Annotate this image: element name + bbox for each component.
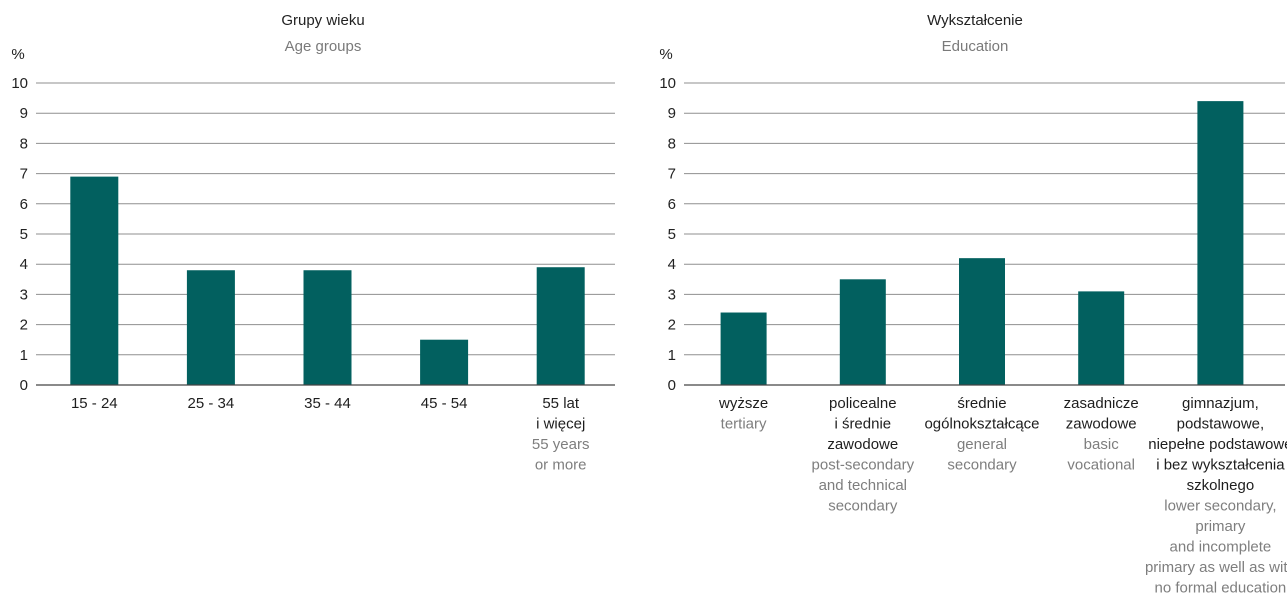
y-tick-label: 6	[20, 196, 28, 213]
y-tick-label: 8	[20, 135, 28, 152]
y-tick-label: 1	[668, 347, 676, 364]
x-tick-label-english: and incomplete	[1170, 539, 1272, 556]
x-tick-label: 45 - 54	[421, 395, 468, 412]
x-tick-label: gimnazjum,	[1182, 395, 1259, 412]
age-groups-chart: Grupy wieku Age groups% 0 1 2 3 4 5 6 7 8 9 10 15 - 2…	[11, 12, 615, 474]
x-tick-label-english: tertiary	[721, 416, 767, 433]
education-chart: Wykształcenie Education% 0 1 2 3 4 5 6 7 8 9 10 wyższ…	[659, 12, 1287, 597]
x-tick-label-english: and technical	[819, 477, 907, 494]
x-tick-label: zasadnicze	[1064, 395, 1139, 412]
y-tick-label: 4	[668, 256, 676, 273]
x-tick-label-english: lower secondary,	[1164, 498, 1276, 515]
x-tick-label-english: or more	[535, 457, 587, 474]
x-tick-label-english: secondary	[947, 457, 1017, 474]
x-tick-label: zawodowe	[1066, 416, 1137, 433]
y-tick-label: 3	[20, 286, 28, 303]
bar	[536, 267, 585, 385]
bar	[959, 258, 1005, 385]
y-tick-label: 2	[668, 317, 676, 334]
y-tick-label: 8	[668, 135, 676, 152]
x-tick-label-english: vocational	[1067, 457, 1135, 474]
x-tick-label-english: no formal education	[1155, 580, 1287, 597]
y-tick-label: 5	[20, 226, 28, 243]
chart-subtitle: Education	[942, 38, 1009, 55]
y-tick-label: 3	[668, 286, 676, 303]
y-tick-label: 10	[11, 75, 28, 92]
bar	[1197, 101, 1244, 386]
y-tick-label: 4	[20, 256, 28, 273]
x-tick-label-english: primary	[1195, 518, 1246, 535]
y-tick-label: 0	[668, 377, 676, 394]
x-tick-label: policealne	[829, 395, 897, 412]
y-tick-label: 7	[20, 166, 28, 183]
y-tick-label: 10	[659, 75, 676, 92]
chart-title: Wykształcenie	[927, 12, 1023, 29]
x-tick-label-english: primary as well as with	[1145, 559, 1287, 576]
y-tick-label: 5	[668, 226, 676, 243]
x-tick-label: 25 - 34	[188, 395, 235, 412]
y-axis-unit-label: %	[659, 46, 672, 63]
x-tick-label: 15 - 24	[71, 395, 118, 412]
x-tick-label-english: general	[957, 436, 1007, 453]
x-tick-label: szkolnego	[1187, 477, 1255, 494]
bar	[720, 312, 767, 385]
y-tick-label: 7	[668, 166, 676, 183]
x-tick-label: ogólnokształcące	[924, 416, 1039, 433]
x-tick-label: i więcej	[536, 416, 585, 433]
bar	[839, 279, 886, 385]
x-tick-label: niepełne podstawowe	[1148, 436, 1287, 453]
x-tick-label-english: basic	[1084, 436, 1120, 453]
bar	[420, 339, 469, 385]
x-tick-label: podstawowe,	[1177, 416, 1265, 433]
x-tick-label: i bez wykształcenia	[1156, 457, 1285, 474]
y-tick-label: 6	[668, 196, 676, 213]
bar	[70, 176, 119, 385]
x-tick-label: średnie	[957, 395, 1006, 412]
bar	[1078, 291, 1125, 385]
chart-title: Grupy wieku	[281, 12, 364, 29]
x-tick-label: wyższe	[718, 395, 768, 412]
chart-subtitle: Age groups	[285, 38, 362, 55]
x-tick-label: 55 lat	[542, 395, 580, 412]
x-tick-label: zawodowe	[827, 436, 898, 453]
y-tick-label: 1	[20, 347, 28, 364]
y-tick-label: 9	[20, 105, 28, 122]
x-tick-label-english: 55 years	[532, 436, 590, 453]
x-tick-label: 35 - 44	[304, 395, 351, 412]
y-axis-unit-label: %	[11, 46, 24, 63]
x-tick-label: i średnie	[834, 416, 891, 433]
x-tick-label-english: secondary	[828, 498, 898, 515]
y-tick-label: 0	[20, 377, 28, 394]
bar	[186, 270, 235, 385]
y-tick-label: 9	[668, 105, 676, 122]
bar	[303, 270, 352, 385]
y-tick-label: 2	[20, 317, 28, 334]
x-tick-label-english: post-secondary	[812, 457, 915, 474]
